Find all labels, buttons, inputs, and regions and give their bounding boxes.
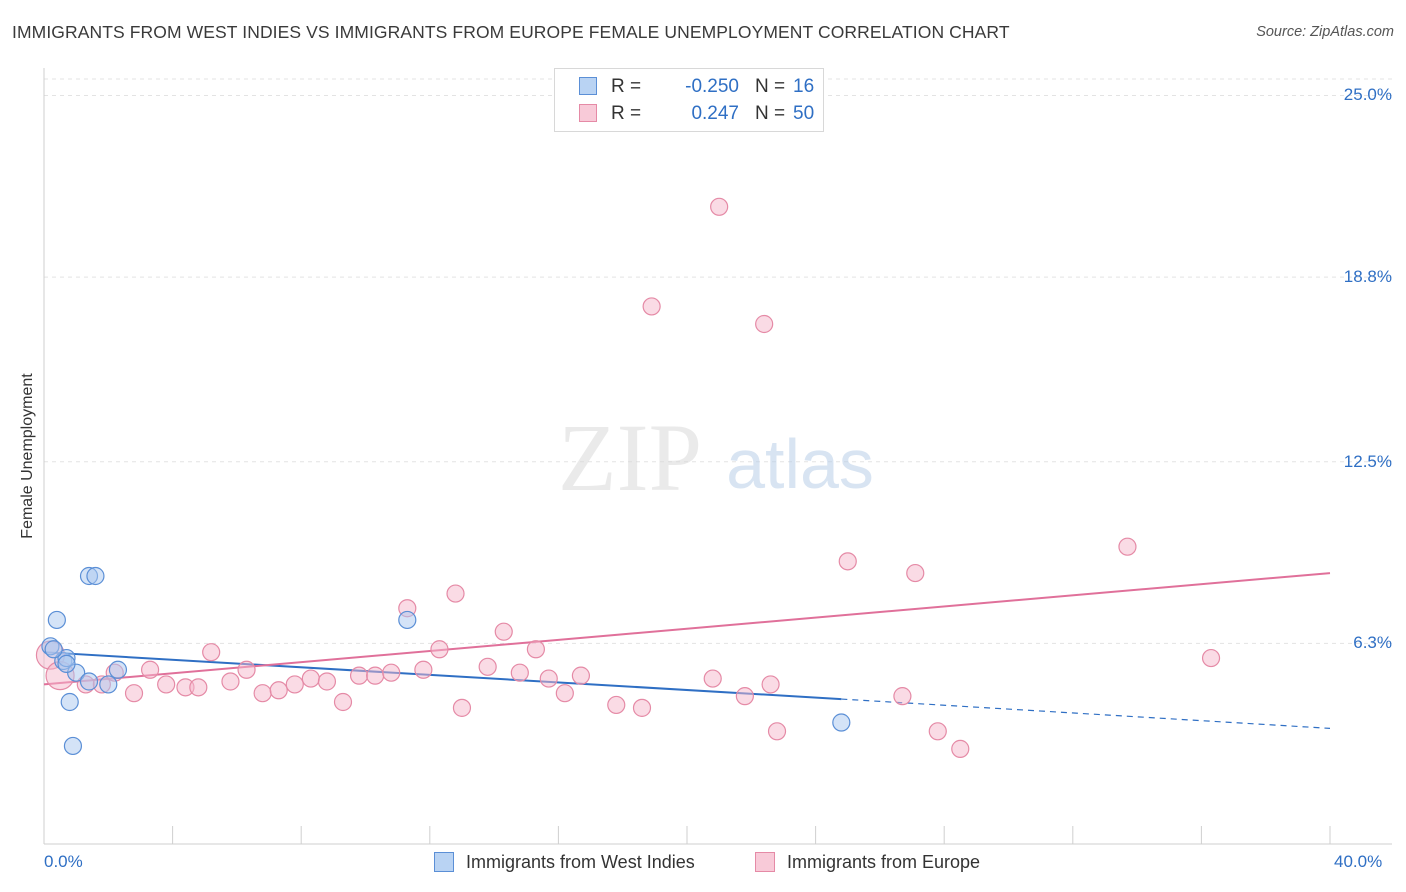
data-point-series-0 (398, 610, 417, 630)
data-point-series-1 (237, 660, 256, 679)
data-point-series-1 (446, 584, 465, 603)
data-point-series-0 (99, 675, 118, 694)
data-point-series-1 (767, 722, 787, 741)
y-tick-label: 12.5% (1343, 451, 1392, 471)
x-tick-label-max: 40.0% (1334, 852, 1383, 871)
data-point-series-1 (906, 563, 925, 583)
data-point-series-1 (157, 675, 176, 694)
data-point-series-0 (79, 672, 99, 691)
y-tick-label: 25.0% (1343, 85, 1392, 105)
bottom-legend-europe: Immigrants from Europe (755, 852, 980, 873)
data-point-series-1 (928, 722, 947, 741)
data-point-series-1 (253, 684, 272, 703)
axes (43, 68, 1392, 845)
legend-n-label: N = (755, 76, 786, 97)
legend-r-value: 0.247 (691, 103, 739, 124)
data-point-series-1 (951, 739, 970, 758)
legend-r-value: -0.250 (685, 76, 739, 97)
data-point-series-0 (86, 566, 105, 586)
data-point-series-1 (430, 640, 449, 659)
data-point-series-1 (710, 197, 729, 216)
watermark-zip: ZIP (558, 404, 702, 511)
data-points (35, 197, 1221, 758)
bottom-legend-label-west-indies: Immigrants from West Indies (466, 852, 695, 872)
data-point-series-1 (510, 663, 529, 682)
data-point-series-1 (478, 657, 497, 676)
data-point-series-1 (317, 672, 337, 691)
legend-swatch-europe (579, 104, 597, 122)
data-point-series-1 (494, 622, 513, 641)
watermark: ZIP atlas (558, 404, 874, 511)
legend-r-label: R = (611, 103, 642, 124)
data-point-series-1 (301, 669, 320, 688)
data-point-series-1 (269, 681, 288, 700)
data-point-series-1 (735, 687, 754, 706)
y-tick-label: 18.8% (1343, 267, 1392, 287)
legend-n-label: N = (755, 103, 786, 124)
data-point-series-1 (838, 552, 857, 571)
correlation-legend: R = -0.250 N = 16 R = 0.247 N = 50 (554, 68, 824, 132)
bottom-legend-west-indies: Immigrants from West Indies (434, 852, 695, 873)
grid-lines (44, 78, 1392, 644)
trend-lines (43, 572, 1331, 729)
data-point-series-1 (349, 666, 369, 685)
data-point-series-0 (832, 713, 851, 732)
data-point-series-0 (63, 736, 83, 756)
data-point-series-0 (47, 610, 66, 630)
trend-line-series-1 (43, 572, 1331, 686)
data-point-series-1 (124, 684, 144, 703)
trend-line-series-0 (43, 651, 842, 701)
legend-n-value: 50 (793, 103, 815, 124)
source-credit: Source: ZipAtlas.com (1256, 24, 1394, 40)
y-tick-label: 6.3% (1353, 633, 1392, 653)
data-point-series-1 (539, 669, 558, 688)
data-point-series-1 (632, 698, 652, 717)
legend-swatch-west-indies (579, 77, 597, 95)
legend-r-label: R = (611, 76, 642, 97)
data-point-series-1 (1201, 648, 1221, 668)
data-point-series-1 (571, 666, 591, 685)
data-point-series-1 (761, 675, 780, 694)
bottom-legend-label-europe: Immigrants from Europe (787, 852, 981, 872)
data-point-series-1 (642, 297, 661, 316)
data-point-series-0 (44, 640, 63, 659)
data-point-series-1 (526, 640, 545, 659)
data-point-series-1 (893, 687, 912, 706)
data-point-series-1 (703, 669, 722, 688)
data-point-series-1 (1118, 537, 1137, 556)
watermark-atlas: atlas (726, 425, 874, 503)
data-point-series-1 (202, 643, 221, 662)
chart-title: IMMIGRANTS FROM WEST INDIES VS IMMIGRANT… (12, 22, 1010, 42)
data-point-series-0 (60, 692, 79, 712)
data-point-series-1 (366, 666, 385, 685)
data-point-series-1 (452, 698, 472, 717)
x-tick-label-min: 0.0% (44, 852, 83, 871)
legend-n-value: 16 (793, 76, 815, 97)
data-point-series-0 (108, 660, 128, 679)
data-point-series-1 (221, 672, 240, 691)
trend-line-extension-series-0 (841, 698, 1331, 729)
data-point-series-1 (189, 678, 208, 697)
data-point-series-1 (414, 660, 433, 679)
data-point-series-1 (382, 663, 401, 682)
data-point-series-1 (140, 660, 160, 679)
data-point-series-0 (57, 654, 76, 674)
data-point-series-1 (607, 695, 626, 715)
data-point-series-1 (555, 684, 574, 703)
data-point-series-1 (333, 692, 353, 712)
bottom-legend-swatch-west-indies (434, 852, 454, 872)
bottom-legend-swatch-europe (755, 852, 775, 872)
data-point-series-1 (285, 675, 304, 694)
data-point-series-1 (755, 314, 774, 334)
